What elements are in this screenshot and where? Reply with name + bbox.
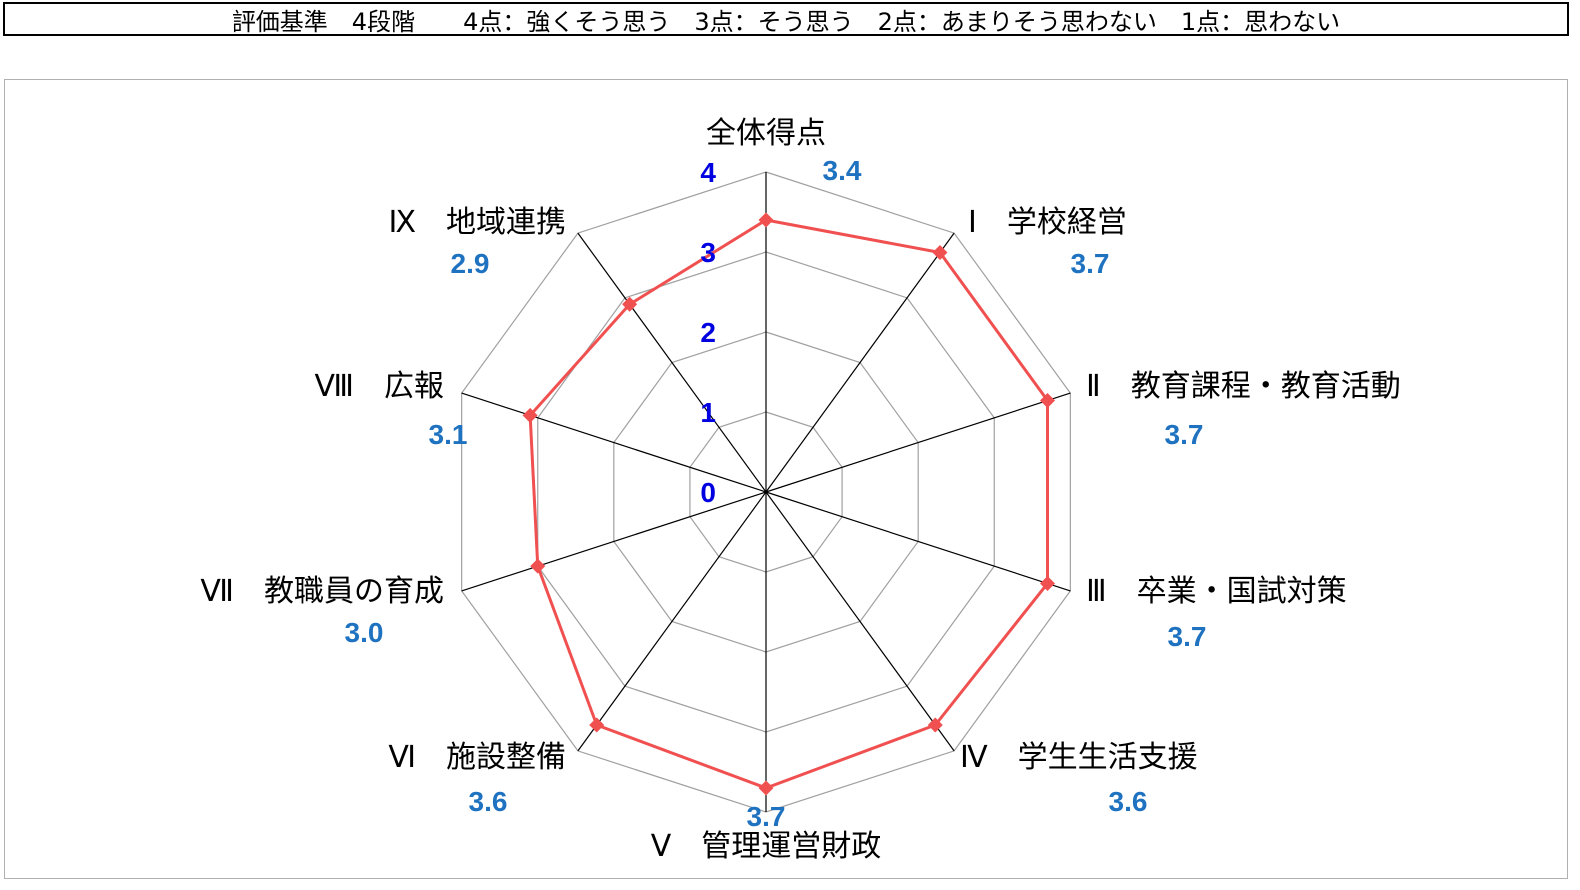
value-label-4: 3.6 (1109, 786, 1148, 817)
spoke-9 (577, 232, 767, 493)
radar-spokes (461, 172, 1071, 812)
tick-label-2: 2 (700, 317, 716, 348)
radar-labels: 全体得点 3.4 Ⅰ 学校経営 3.7 Ⅱ 教育課程・教育活動 3.7 Ⅲ 卒業・国試対策 3… (200, 116, 1400, 864)
spoke-3 (765, 491, 1071, 592)
data-point-3 (1040, 575, 1056, 591)
spoke-2 (765, 392, 1071, 493)
value-label-7: 3.0 (345, 617, 384, 648)
value-label-1: 3.7 (1071, 248, 1110, 279)
spoke-6 (577, 491, 767, 752)
tick-label-3: 3 (700, 237, 716, 268)
evaluation-criteria-text: 評価基準 4段階 4点：強くそう思う 3点：そう思う 2点：あまりそう思わない … (231, 7, 1341, 36)
value-label-5: 3.7 (747, 801, 786, 832)
spoke-4 (765, 491, 955, 752)
radar-ticks: 0 1 2 3 4 (700, 157, 716, 508)
data-point-6 (589, 717, 605, 733)
category-label-1: Ⅰ 学校経営 (968, 205, 1127, 240)
spoke-1 (765, 232, 955, 493)
tick-label-4: 4 (700, 157, 716, 188)
radar-series (522, 212, 1056, 796)
category-label-2: Ⅱ 教育課程・教育活動 (1086, 369, 1401, 404)
tick-label-0: 0 (700, 477, 716, 508)
category-label-5: Ⅴ 管理運営財政 (651, 829, 882, 864)
spoke-7 (461, 491, 767, 592)
series-line (528, 218, 1050, 790)
data-point-5 (758, 780, 774, 796)
value-label-6: 3.6 (469, 786, 508, 817)
tick-label-1: 1 (700, 397, 716, 428)
chart-frame (4, 79, 1568, 879)
spoke-8 (461, 392, 767, 493)
category-label-8: Ⅷ 広報 (314, 369, 444, 404)
data-point-0 (758, 212, 774, 228)
value-label-8: 3.1 (429, 419, 468, 450)
category-label-4: Ⅳ 学生生活支援 (960, 740, 1198, 775)
category-label-0: 全体得点 (706, 116, 826, 151)
category-label-7: Ⅶ 教職員の育成 (200, 574, 444, 609)
data-point-1 (932, 245, 948, 261)
data-point-9 (622, 296, 638, 312)
data-point-4 (927, 717, 943, 733)
value-label-2: 3.7 (1165, 419, 1204, 450)
value-label-0: 3.4 (823, 155, 862, 186)
evaluation-criteria-box: 評価基準 4段階 4点：強くそう思う 3点：そう思う 2点：あまりそう思わない … (3, 2, 1569, 36)
value-label-3: 3.7 (1168, 621, 1207, 652)
category-label-9: Ⅸ 地域連携 (388, 205, 566, 240)
data-point-7 (530, 558, 546, 574)
category-label-6: Ⅵ 施設整備 (388, 740, 566, 775)
data-point-8 (522, 407, 538, 423)
category-label-3: Ⅲ 卒業・国試対策 (1086, 574, 1347, 609)
data-point-2 (1040, 393, 1056, 409)
value-label-9: 2.9 (451, 248, 490, 279)
